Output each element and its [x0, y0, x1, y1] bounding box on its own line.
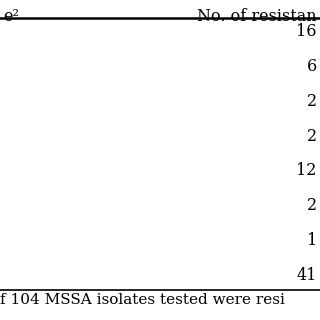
- Text: 1: 1: [307, 232, 317, 249]
- Text: 6: 6: [307, 58, 317, 75]
- Text: 2: 2: [307, 128, 317, 145]
- Text: 2: 2: [307, 197, 317, 214]
- Text: 12: 12: [296, 163, 317, 180]
- Text: 2: 2: [307, 93, 317, 110]
- Text: f 104 MSSA isolates tested were resi: f 104 MSSA isolates tested were resi: [0, 293, 285, 307]
- Text: No. of resistan: No. of resistan: [197, 8, 317, 25]
- Text: 41: 41: [296, 267, 317, 284]
- Text: 16: 16: [296, 23, 317, 41]
- Text: e²: e²: [3, 8, 19, 25]
